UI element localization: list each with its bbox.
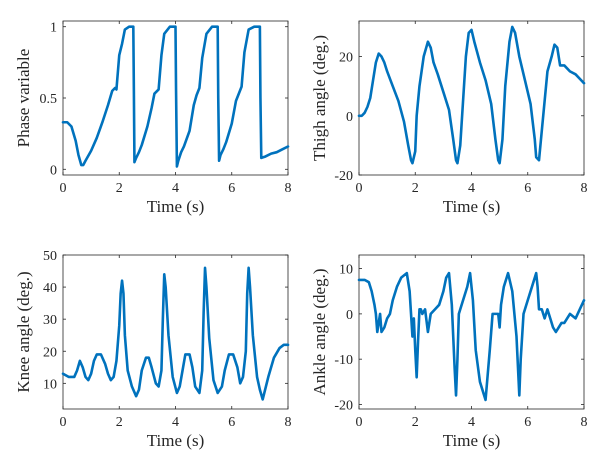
y-tick-label: 10 xyxy=(43,377,57,392)
y-tick-label: 20 xyxy=(43,345,57,360)
y-tick-label: 30 xyxy=(43,313,57,328)
x-axis-label: Time (s) xyxy=(443,431,500,450)
y-tick-label: 1 xyxy=(50,21,57,36)
x-tick-label: 6 xyxy=(524,415,531,430)
y-tick-label: -20 xyxy=(334,169,353,184)
x-tick-label: 4 xyxy=(172,415,179,430)
x-tick-label: 0 xyxy=(356,181,363,196)
y-axis-label: Phase variable xyxy=(14,49,33,148)
x-tick-label: 8 xyxy=(285,415,292,430)
y-tick-label: 0.5 xyxy=(40,92,58,107)
series-line xyxy=(61,25,290,168)
x-axis-label: Time (s) xyxy=(147,431,204,450)
y-tick-label: 50 xyxy=(43,249,57,264)
y-axis-label: Thigh angle (deg.) xyxy=(310,35,329,161)
y-tick-label: 0 xyxy=(50,163,57,178)
plot-frame xyxy=(358,20,585,176)
y-tick-label: 20 xyxy=(339,51,353,66)
series-line xyxy=(357,25,586,165)
y-tick-label: 10 xyxy=(339,263,353,278)
x-tick-label: 0 xyxy=(60,181,67,196)
y-axis-label: Knee angle (deg.) xyxy=(14,271,33,392)
x-tick-label: 0 xyxy=(356,415,363,430)
subplot-ankle-angle: 0 2 4 6 8 -20 -10 0 10 Time (s) Ankle angle (deg.) xyxy=(310,254,588,450)
y-tick-label: 40 xyxy=(43,281,57,296)
y-axis-label: Ankle angle (deg.) xyxy=(310,269,329,396)
x-axis-label: Time (s) xyxy=(443,197,500,216)
subplot-phase-variable: 0 2 4 6 8 0 0.5 1 Time (s) Phase variable xyxy=(14,20,292,216)
x-tick-label: 8 xyxy=(581,415,588,430)
series-line xyxy=(357,271,586,402)
y-tick-label: 0 xyxy=(346,110,353,125)
y-tick-label: 0 xyxy=(346,308,353,323)
x-tick-label: 4 xyxy=(468,415,475,430)
x-axis-label: Time (s) xyxy=(147,197,204,216)
x-tick-label: 6 xyxy=(524,181,531,196)
x-tick-label: 2 xyxy=(116,181,123,196)
x-tick-label: 4 xyxy=(468,181,475,196)
x-tick-label: 0 xyxy=(60,415,67,430)
x-tick-label: 4 xyxy=(172,181,179,196)
x-tick-label: 2 xyxy=(116,415,123,430)
y-tick-label: -20 xyxy=(334,398,353,413)
x-tick-label: 2 xyxy=(412,181,419,196)
x-tick-label: 2 xyxy=(412,415,419,430)
series-line xyxy=(61,266,290,401)
x-tick-label: 6 xyxy=(228,415,235,430)
subplot-knee-angle: 0 2 4 6 8 10 20 30 40 50 Time (s) Knee angle (deg.) xyxy=(14,249,292,450)
x-tick-label: 8 xyxy=(581,181,588,196)
x-tick-label: 6 xyxy=(228,181,235,196)
x-tick-label: 8 xyxy=(285,181,292,196)
y-tick-label: -10 xyxy=(334,353,353,368)
